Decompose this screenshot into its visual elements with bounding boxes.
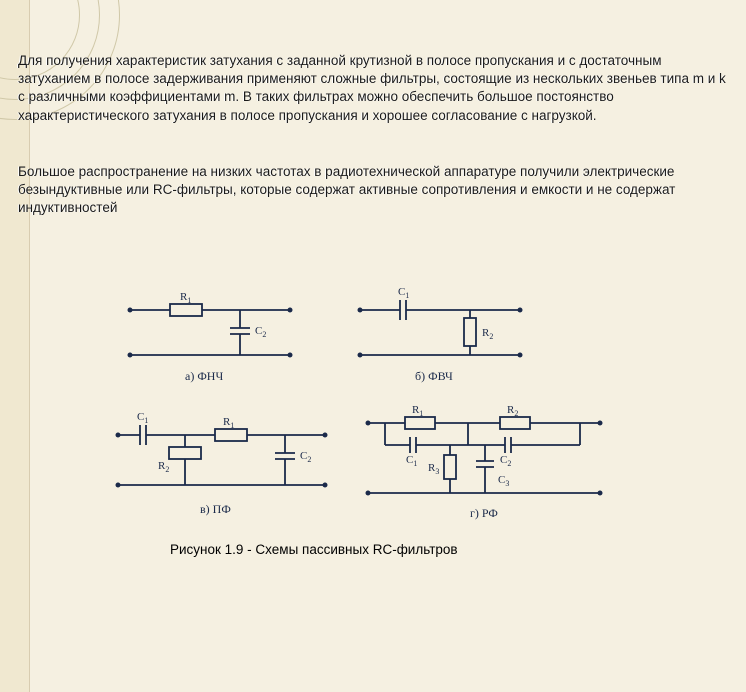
svg-text:C3: C3 bbox=[498, 474, 509, 488]
circuit-v-bandpass: C1 R1 R2 bbox=[100, 405, 350, 530]
svg-text:R2: R2 bbox=[158, 460, 169, 474]
svg-text:C1: C1 bbox=[398, 286, 409, 300]
svg-text:C2: C2 bbox=[300, 450, 311, 464]
text-content: Для получения характеристик затухания с … bbox=[18, 52, 736, 236]
svg-text:R3: R3 bbox=[428, 462, 439, 476]
svg-text:C2: C2 bbox=[500, 454, 511, 468]
svg-text:б) ФВЧ: б) ФВЧ bbox=[415, 369, 453, 383]
circuit-b-highpass: C1 R2 б) ФВЧ bbox=[320, 280, 550, 395]
svg-text:в) ПФ: в) ПФ bbox=[200, 502, 231, 516]
circuit-a-lowpass: R1 C2 а) ФНЧ bbox=[100, 280, 320, 395]
paragraph-1: Для получения характеристик затухания с … bbox=[18, 52, 736, 125]
svg-text:а) ФНЧ: а) ФНЧ bbox=[185, 369, 223, 383]
circuit-g-bandstop: R1 R2 C1 C2 bbox=[350, 405, 630, 530]
svg-text:R2: R2 bbox=[482, 327, 493, 341]
svg-text:C1: C1 bbox=[137, 411, 148, 425]
figure-area: R1 C2 а) ФНЧ bbox=[100, 280, 640, 557]
svg-text:R1: R1 bbox=[180, 291, 191, 305]
paragraph-2: Большое распространение на низких частот… bbox=[18, 163, 736, 218]
svg-text:C2: C2 bbox=[255, 325, 266, 339]
svg-text:R1: R1 bbox=[223, 416, 234, 430]
svg-text:R1: R1 bbox=[412, 405, 423, 418]
svg-text:г) РФ: г) РФ bbox=[470, 506, 498, 520]
svg-text:C1: C1 bbox=[406, 454, 417, 468]
figure-caption: Рисунок 1.9 - Схемы пассивных RC-фильтро… bbox=[170, 542, 640, 557]
svg-text:R2: R2 bbox=[507, 405, 518, 418]
